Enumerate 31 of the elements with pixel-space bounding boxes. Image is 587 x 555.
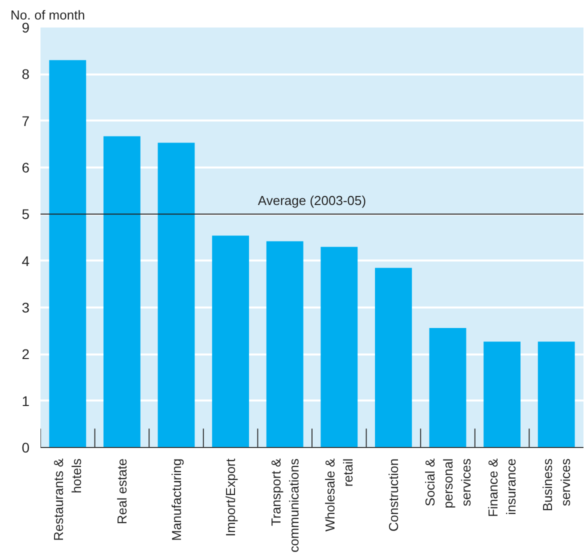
y-tick-label: 8 bbox=[22, 66, 30, 82]
y-tick-label: 7 bbox=[22, 112, 30, 129]
bar bbox=[158, 142, 195, 448]
bar bbox=[538, 342, 575, 448]
bar bbox=[374, 268, 412, 448]
bar bbox=[49, 60, 86, 448]
x-tick-label: Real estate bbox=[114, 458, 130, 524]
bar bbox=[429, 328, 466, 448]
x-tick-label: Transport & communications bbox=[268, 458, 302, 552]
y-tick-label: 1 bbox=[22, 392, 30, 409]
x-tick-label: Wholesale & retail bbox=[322, 458, 356, 532]
y-tick-label: 3 bbox=[22, 300, 30, 316]
x-tick-label: Social & personal services bbox=[422, 458, 474, 508]
y-tick-label: 4 bbox=[22, 252, 30, 269]
bar bbox=[266, 241, 304, 448]
x-tick-label: Import/Export bbox=[223, 458, 238, 537]
y-tick-label: 9 bbox=[22, 20, 30, 36]
y-tick-label: 5 bbox=[22, 206, 30, 222]
y-tick-label: 2 bbox=[22, 346, 30, 362]
y-tick-label: 0 bbox=[22, 440, 30, 456]
bar bbox=[212, 236, 250, 448]
x-tick-label: Construction bbox=[386, 458, 401, 532]
x-tick-label: Manufacturing bbox=[168, 458, 184, 541]
bar bbox=[320, 246, 358, 448]
y-axis-title: No. of month bbox=[10, 8, 85, 22]
ref-line-label: Average (2003-05) bbox=[258, 193, 366, 208]
x-tick-label: Business services bbox=[540, 458, 573, 512]
y-tick-label: 6 bbox=[22, 160, 30, 176]
bar bbox=[484, 342, 521, 448]
bar bbox=[103, 136, 140, 448]
x-tick-label: Restaurants & hotels bbox=[51, 458, 84, 541]
